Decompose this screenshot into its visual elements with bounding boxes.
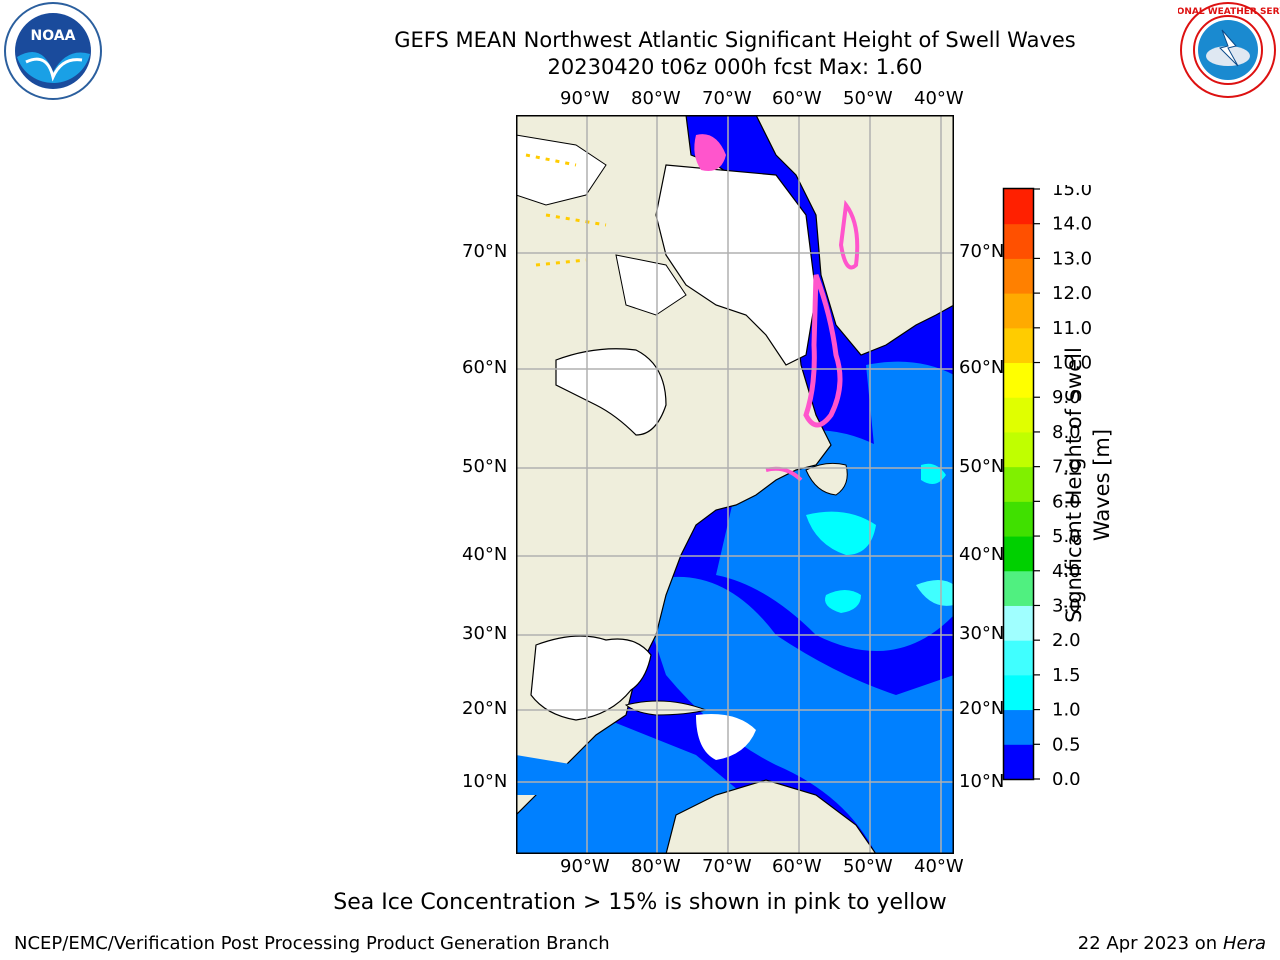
nws-logo: NATIONAL WEATHER SERVICE [1178,2,1280,98]
lon-label-bottom: 60°W [772,856,822,877]
colorbar-tick-label: 7.0 [1052,457,1081,478]
colorbar-tick-label: 10.0 [1052,353,1092,374]
host-name: Hera [1222,933,1266,954]
lat-label-left: 60°N [462,357,508,378]
lon-label-bottom: 40°W [914,856,964,877]
lat-label-left: 10°N [462,771,508,792]
colorbar-cell [1004,397,1033,433]
arctic-channels [516,134,607,206]
colorbar-tick-label: 3.0 [1052,595,1081,616]
colorbar-tick-label: 9.0 [1052,387,1081,408]
colorbar-tick-label: 13.0 [1052,248,1092,269]
colorbar-cell [1004,640,1033,676]
colorbar-cell [1004,536,1033,572]
sea-ice-arctic-edge [525,153,607,267]
colorbar-cell [1004,674,1033,711]
lon-label-top: 90°W [560,88,610,109]
colorbar: 0.0 0.5 1.0 1.5 2.0 3.0 4.0 5.0 6.0 7.0 8.0 9.0 10.0… [1002,185,1092,785]
colorbar-cell [1004,362,1033,398]
lat-label-left: 30°N [462,623,508,644]
colorbar-cell [1004,223,1033,259]
lon-label-bottom: 80°W [631,856,681,877]
sea-ice-note: Sea Ice Concentration > 15% is shown in … [333,890,947,915]
colorbar-cell [1004,605,1033,641]
colorbar-tick-label: 0.0 [1052,769,1081,785]
lat-label-right: 10°N [959,771,1005,792]
lat-label-left: 70°N [462,241,508,262]
colorbar-cell [1004,744,1033,780]
lat-label-right: 30°N [959,623,1005,644]
lat-label-right: 40°N [959,544,1005,565]
lon-label-bottom: 50°W [843,856,893,877]
map-gridlines [516,115,954,854]
pacific-strip [516,755,666,854]
colorbar-cell [1004,189,1033,225]
lat-label-right: 20°N [959,698,1005,719]
lon-label-top: 40°W [914,88,964,109]
lon-label-top: 80°W [631,88,681,109]
lat-label-left: 20°N [462,698,508,719]
gulf-of-mexico [530,635,652,721]
noaa-logo-text: NOAA [31,28,76,44]
lon-label-top: 50°W [843,88,893,109]
land-south-america [665,779,877,854]
lat-label-right: 50°N [959,456,1005,477]
chart-title: GEFS MEAN Northwest Atlantic Significant… [394,28,1076,52]
colorbar-cell [1004,709,1033,745]
colorbar-tick-label: 15.0 [1052,185,1092,200]
swell-high-patch-3 [916,580,954,606]
swell-band-2 [636,576,954,854]
swell-high-patch-4 [921,463,946,484]
swell-high-patch-1 [806,511,876,555]
lat-label-left: 50°N [462,456,508,477]
colorbar-tick-label: 11.0 [1052,318,1092,339]
colorbar-cell [1004,327,1033,364]
colorbar-cell [1004,431,1033,468]
chart-subtitle: 20230420 t06z 000h fcst Max: 1.60 [547,55,923,79]
date-text: 22 Apr 2023 on [1077,933,1223,954]
colorbar-tick-label: 6.0 [1052,491,1081,512]
colorbar-cell [1004,293,1033,329]
colorbar-cell [1004,501,1033,537]
noaa-logo: NOAA [4,2,102,100]
colorbar-cell [1004,570,1033,606]
baffin-bay [655,164,817,366]
land-cuba [624,700,708,716]
colorbar-tick-label: 4.0 [1052,561,1081,582]
sea-ice-greenland [838,199,860,270]
credit-text: NCEP/EMC/Verification Post Processing Pr… [14,933,610,954]
lon-label-top: 60°W [772,88,822,109]
lat-label-right: 70°N [959,241,1005,262]
colorbar-tick-label: 12.0 [1052,283,1092,304]
lat-label-right: 60°N [959,357,1005,378]
colorbar-tick-label: 5.0 [1052,526,1081,547]
colorbar-cell [1004,258,1033,294]
caribbean-pocket [696,714,756,760]
colorbar-tick-label: 2.0 [1052,630,1081,651]
lon-label-bottom: 70°W [702,856,752,877]
colorbar-label: Significant Height of Swell Waves [m] [1062,347,1114,623]
land-newfoundland [805,462,848,496]
colorbar-tick-label: 1.5 [1052,665,1081,686]
colorbar-cell [1004,466,1033,502]
lat-label-left: 40°N [462,544,508,565]
lon-label-top: 70°W [702,88,752,109]
colorbar-tick-label: 1.0 [1052,700,1081,721]
colorbar-frame [1002,187,1035,781]
map-frame [516,115,954,854]
swell-band-3 [866,361,954,488]
lon-label-bottom: 90°W [560,856,610,877]
colorbar-tick-label: 8.0 [1052,422,1081,443]
sea-ice-edge-labrador [803,274,843,428]
colorbar-tick-label: 14.0 [1052,214,1092,235]
sea-ice-baffin [694,134,726,171]
swell-high-patch-2 [825,590,861,613]
nws-logo-text: NATIONAL WEATHER SERVICE [1178,7,1280,17]
map-plot [516,115,954,854]
colorbar-tick-label: 0.5 [1052,734,1081,755]
date-stamp: 22 Apr 2023 on Hera [1078,933,1266,954]
